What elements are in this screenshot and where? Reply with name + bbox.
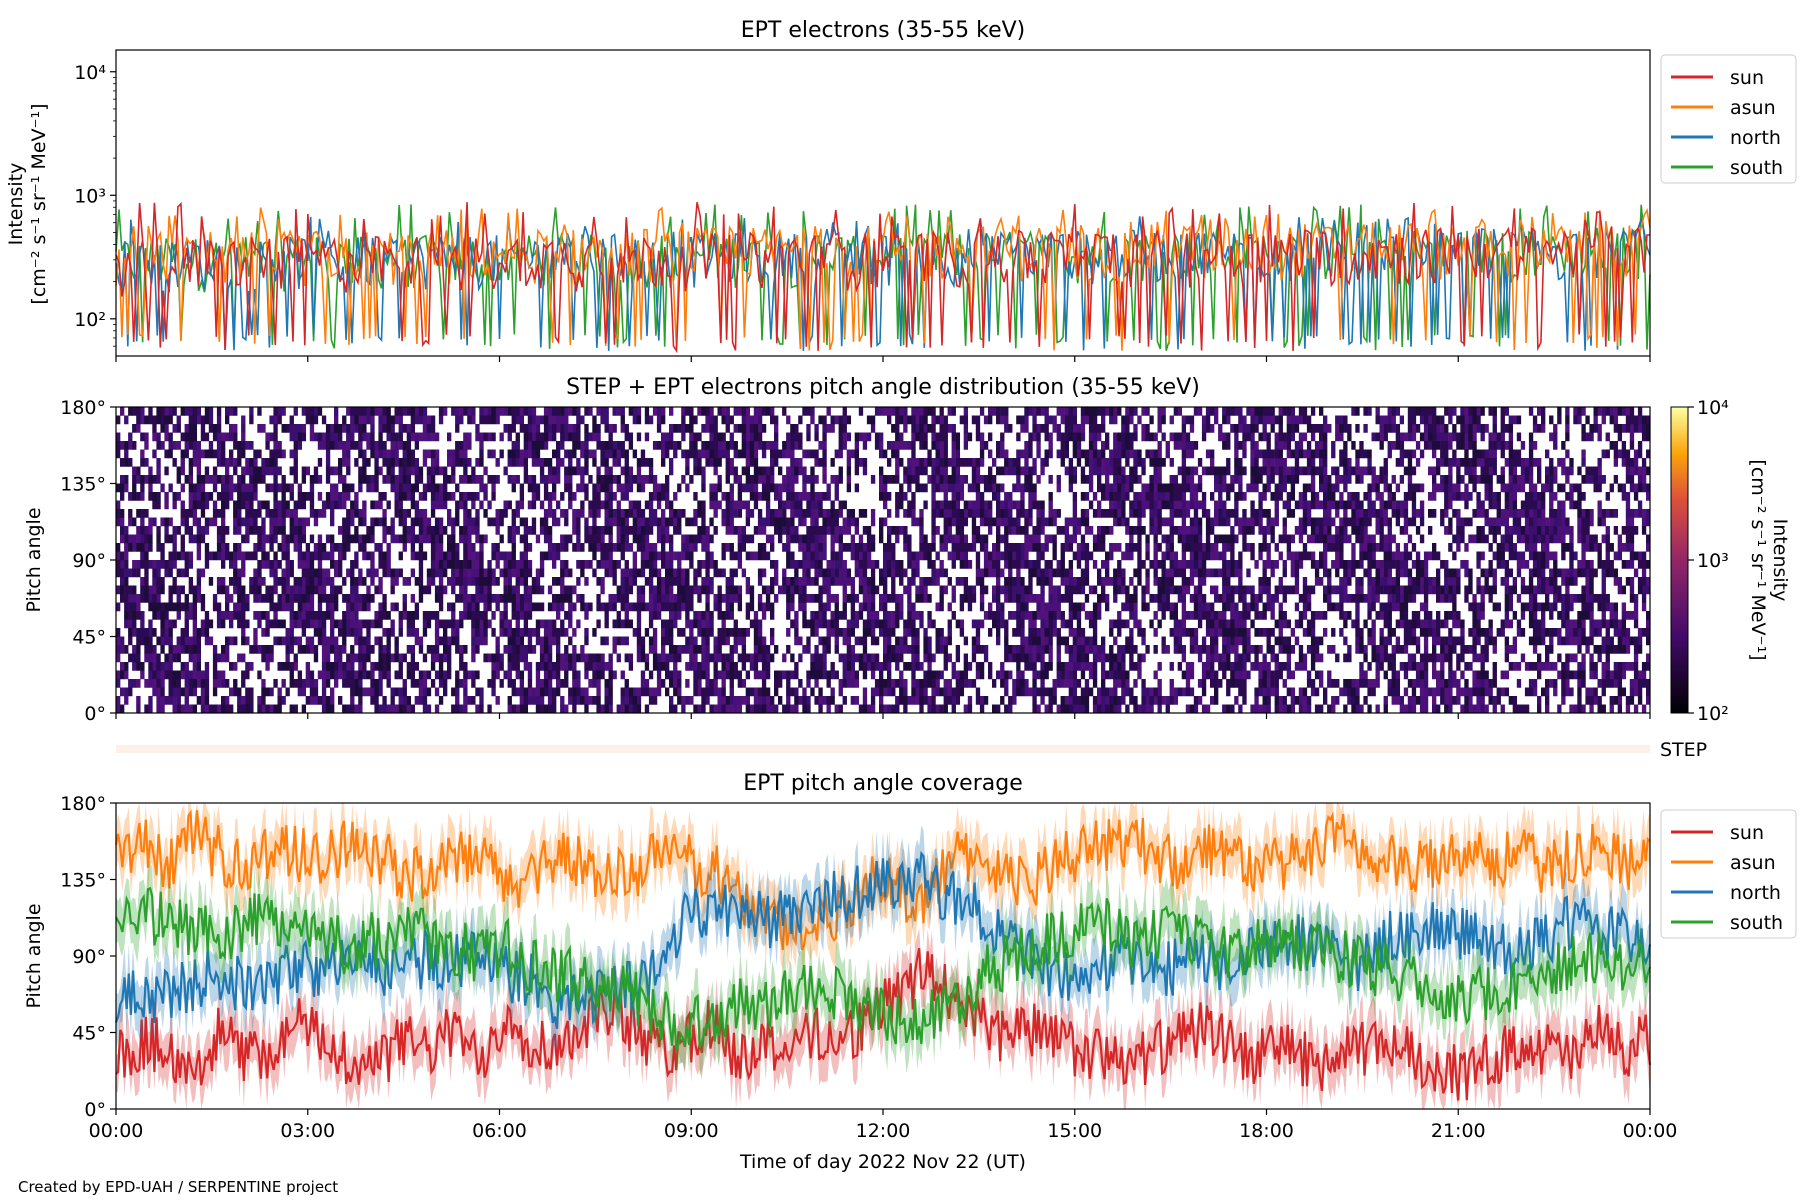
p2-ytick-label-0: 0° <box>84 703 106 725</box>
series-sun <box>115 201 1650 354</box>
coverage-south <box>115 886 1652 1053</box>
p1-ytick-label-1: 10³ <box>74 185 106 207</box>
xtick-label-3: 09:00 <box>664 1120 719 1142</box>
cb-tick-label-0: 10² <box>1697 703 1729 725</box>
xtick-label-1: 03:00 <box>280 1120 335 1142</box>
panel3-legend: sun asun north south <box>1660 809 1797 939</box>
panel1-bg <box>116 50 1650 356</box>
panel-coverage: EPT pitch angle coverage 0° 45° 90° 135° 180… <box>23 771 1797 1173</box>
p1-ytick-label-0: 10² <box>74 309 106 331</box>
legend-entry-sun: sun <box>1730 822 1764 844</box>
series-asun <box>115 206 1651 351</box>
coverage-sun <box>115 947 1652 1101</box>
band-north <box>116 825 1650 1053</box>
panel2-title: STEP + EPT electrons pitch angle distrib… <box>566 375 1200 400</box>
panel3-xticks: 00:00 03:00 06:00 09:00 12:00 15:00 18:00 21:00… <box>89 1109 1678 1142</box>
p2-ytick-label-1: 45° <box>72 627 106 649</box>
legend-frame <box>1660 54 1797 184</box>
band-south <box>116 860 1650 1076</box>
xtick-label-6: 18:00 <box>1239 1120 1294 1142</box>
legend-entry-sun: sun <box>1730 67 1764 89</box>
xtick-label-2: 06:00 <box>472 1120 527 1142</box>
panel-intensity: EPT electrons (35-55 keV) 10² 10³ 10⁴ Inte… <box>5 18 1797 362</box>
cb-tick-label-2: 10⁴ <box>1697 397 1729 419</box>
colorbar <box>1670 406 1689 714</box>
xtick-label-0: 00:00 <box>89 1120 144 1142</box>
p2-ytick-label-2: 90° <box>72 550 106 572</box>
heatmap-cells-2 <box>116 407 1651 714</box>
credit-text: Created by EPD-UAH / SERPENTINE project <box>18 1178 338 1196</box>
colorbar-label-1: Intensity <box>1769 519 1791 602</box>
panel1-ylabel-2: [cm⁻² s⁻¹ sr⁻¹ MeV⁻¹] <box>28 103 50 304</box>
xtick-label-4: 12:00 <box>856 1120 911 1142</box>
legend-entry-south: south <box>1730 157 1783 179</box>
panel3-ylabel: Pitch angle <box>23 903 45 1008</box>
p3-ytick-label-1: 45° <box>72 1023 106 1045</box>
colorbar-ticks: 10² 10³ 10⁴ <box>1688 397 1729 725</box>
xtick-label-5: 15:00 <box>1047 1120 1102 1142</box>
legend-frame <box>1660 809 1797 939</box>
p2-ytick-label-4: 180° <box>60 397 106 419</box>
panel2-heatmap <box>116 407 1651 714</box>
legend-entry-south: south <box>1730 912 1783 934</box>
step-label: STEP <box>1660 739 1707 761</box>
xtick-label-7: 21:00 <box>1431 1120 1486 1142</box>
step-bar <box>116 745 1650 753</box>
legend-entry-asun: asun <box>1730 97 1776 119</box>
heatmap-cells-4 <box>116 407 1651 714</box>
p3-ytick-label-0: 0° <box>84 1099 106 1121</box>
panel1-xticks <box>115 356 1651 362</box>
legend-entry-north: north <box>1730 127 1781 149</box>
panel3-xlabel: Time of day 2022 Nov 22 (UT) <box>739 1151 1026 1173</box>
coverage-north <box>114 850 1652 1029</box>
cb-tick-label-1: 10³ <box>1697 550 1729 572</box>
panel1-lines <box>115 201 1651 354</box>
coverage-asun <box>114 809 1651 951</box>
panel3-lines <box>114 803 1652 1109</box>
panel3-yticks: 0° 45° 90° 135° 180° <box>60 793 116 1121</box>
panel-pad: STEP + EPT electrons pitch angle distrib… <box>23 375 1791 725</box>
xtick-label-8: 00:00 <box>1623 1120 1678 1142</box>
p3-ytick-label-3: 135° <box>60 870 106 892</box>
p1-ytick-label-2: 10⁴ <box>74 62 106 84</box>
colorbar-label-2: [cm⁻² s⁻¹ sr⁻¹ MeV⁻¹] <box>1747 459 1769 660</box>
panel2-yticks: 0° 45° 90° 135° 180° <box>60 397 116 725</box>
legend-entry-asun: asun <box>1730 852 1776 874</box>
panel1-ylabel-1: Intensity <box>5 163 27 246</box>
p3-ytick-label-4: 180° <box>60 793 106 815</box>
panel1-yticks: 10² 10³ 10⁴ <box>74 62 116 347</box>
panel2-ylabel: Pitch angle <box>23 507 45 612</box>
panel3-title: EPT pitch angle coverage <box>743 771 1023 796</box>
panel1-title: EPT electrons (35-55 keV) <box>741 18 1026 43</box>
p2-ytick-label-3: 135° <box>60 474 106 496</box>
legend-entry-north: north <box>1730 882 1781 904</box>
p3-ytick-label-2: 90° <box>72 946 106 968</box>
panel1-legend: sun asun north south <box>1660 54 1797 184</box>
panel2-xticks <box>115 713 1651 719</box>
heatmap-cells-5 <box>116 407 1651 714</box>
